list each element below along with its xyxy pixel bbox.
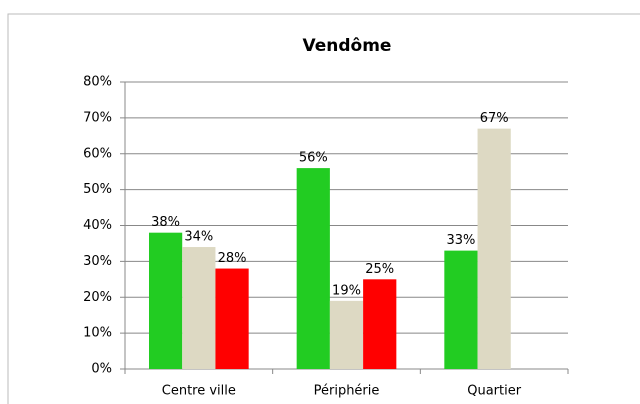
data-label: 28% bbox=[218, 251, 247, 266]
y-tick-label: 0% bbox=[91, 362, 112, 377]
bar bbox=[329, 300, 364, 369]
x-tick-label: Périphérie bbox=[314, 384, 380, 399]
x-tick-label: Quartier bbox=[467, 384, 521, 399]
chart-title: Vendôme bbox=[303, 36, 392, 56]
y-tick-label: 20% bbox=[83, 290, 112, 305]
y-tick-label: 60% bbox=[83, 146, 112, 161]
data-label: 56% bbox=[299, 151, 328, 166]
y-tick-label: 10% bbox=[83, 326, 112, 341]
y-tick-label: 50% bbox=[83, 182, 112, 197]
data-label: 25% bbox=[365, 262, 394, 277]
bar bbox=[215, 268, 249, 369]
bar bbox=[148, 232, 183, 369]
data-label: 19% bbox=[332, 283, 361, 298]
bar bbox=[363, 279, 397, 369]
y-tick-label: 70% bbox=[83, 110, 112, 125]
bar bbox=[477, 128, 511, 369]
y-tick-label: 80% bbox=[83, 75, 112, 90]
data-label: 33% bbox=[446, 233, 475, 248]
x-tick-label: Centre ville bbox=[162, 384, 236, 399]
data-label: 34% bbox=[184, 230, 213, 245]
bar bbox=[182, 247, 216, 369]
data-label: 38% bbox=[151, 215, 180, 230]
y-tick-label: 40% bbox=[83, 218, 112, 233]
bar bbox=[444, 250, 478, 369]
y-tick-label: 30% bbox=[83, 254, 112, 269]
bar bbox=[296, 168, 330, 369]
data-label: 67% bbox=[480, 111, 509, 126]
